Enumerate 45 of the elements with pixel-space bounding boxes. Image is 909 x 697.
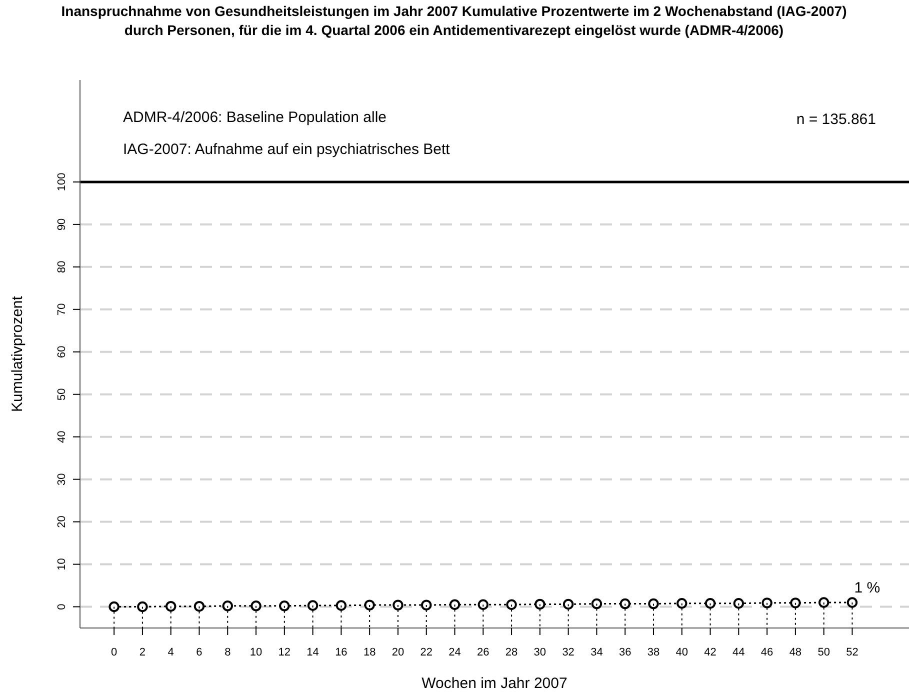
x-tick-label: 34	[590, 646, 603, 659]
data-label: 1 %	[854, 580, 880, 597]
x-tick-label: 40	[676, 646, 688, 659]
annotation: n = 135.861	[796, 111, 876, 128]
x-tick-label: 50	[818, 646, 830, 659]
x-tick-label: 32	[562, 646, 574, 659]
x-tick-label: 20	[392, 646, 404, 659]
x-tick-label: 16	[335, 646, 348, 659]
x-tick-label: 10	[250, 646, 262, 659]
y-tick-label: 0	[56, 604, 68, 610]
y-tick-label: 90	[56, 218, 68, 231]
y-tick-label: 40	[56, 430, 68, 443]
x-tick-label: 0	[111, 646, 118, 659]
x-tick-label: 22	[420, 646, 432, 659]
x-tick-label: 52	[846, 646, 858, 659]
y-tick-label: 60	[56, 346, 68, 358]
x-axis-title: Wochen im Jahr 2007	[422, 675, 568, 692]
x-tick-label: 24	[448, 646, 461, 659]
chart-title: Inanspruchnahme von Gesundheitsleistungen im Jahr 2007 Kumulative Prozentwerte im 2 Wochenabstand (IAG-2007) durch Personen, für die im 4. Quartal 2006 ein Antidementivarezept eingelöst wurde (ADMR-4/2006)	[61, 3, 847, 38]
x-tick-label: 28	[505, 646, 518, 659]
x-tick-label: 46	[760, 646, 774, 659]
y-tick-label: 20	[56, 516, 68, 528]
y-tick-label: 70	[56, 303, 68, 316]
x-tick-label: 26	[477, 646, 490, 659]
x-tick-label: 6	[196, 646, 202, 659]
annotation: IAG-2007: Aufnahme auf ein psychiatrisches Bett	[123, 141, 451, 158]
x-tick-label: 48	[789, 646, 802, 659]
x-tick-label: 8	[224, 646, 231, 659]
x-tick-label: 14	[306, 646, 319, 659]
x-tick-label: 4	[168, 646, 174, 659]
x-tick-label: 42	[704, 646, 716, 659]
x-tick-label: 38	[647, 646, 660, 659]
y-axis-title: Kumulativprozent	[9, 295, 26, 412]
x-tick-label: 36	[618, 646, 632, 659]
y-tick-label: 30	[56, 473, 68, 486]
y-tick-label: 80	[56, 260, 68, 274]
y-tick-label: 50	[56, 388, 68, 400]
annotation: ADMR-4/2006: Baseline Population alle	[123, 109, 386, 126]
y-tick-label: 100	[56, 172, 68, 192]
x-tick-label: 18	[363, 646, 376, 659]
x-tick-label: 30	[534, 646, 546, 659]
x-tick-label: 2	[139, 646, 146, 659]
y-tick-label: 10	[56, 558, 68, 570]
x-tick-label: 12	[278, 646, 291, 659]
x-tick-label: 44	[732, 646, 745, 659]
